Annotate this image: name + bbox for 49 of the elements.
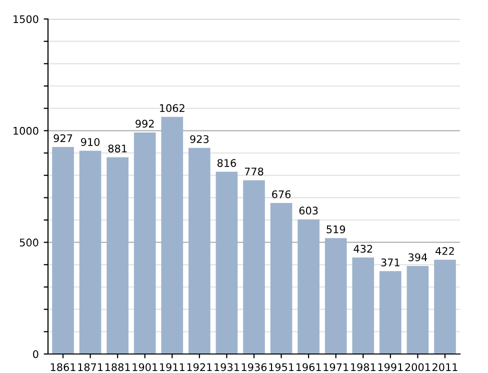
y-tick-label: 0: [33, 350, 38, 358]
x-tick-label: 1981: [351, 363, 376, 372]
bar: [243, 180, 265, 354]
bar: [298, 219, 320, 354]
x-tick-label: 1961: [296, 363, 321, 372]
bar: [52, 146, 74, 354]
x-tick-label: 1931: [214, 363, 240, 372]
y-tick-label: 500: [20, 238, 38, 246]
x-tick-label: 1991: [378, 363, 403, 372]
data-label: 910: [81, 138, 100, 146]
data-label: 816: [217, 159, 236, 167]
data-label: 676: [272, 190, 291, 198]
x-tick-label: 1861: [50, 363, 76, 372]
x-tick-label: 1921: [187, 363, 212, 372]
data-label: 603: [299, 206, 318, 215]
bar: [434, 260, 456, 354]
bar: [134, 132, 156, 354]
x-tick-label: 2011: [432, 363, 458, 372]
bar: [216, 172, 238, 354]
bar: [406, 266, 429, 354]
data-label: 432: [354, 244, 372, 253]
bar: [161, 116, 184, 354]
bar: [352, 258, 374, 354]
x-tick-label: 1871: [78, 363, 103, 372]
data-label: 992: [136, 120, 154, 128]
data-label: 519: [326, 225, 346, 234]
x-tick-label: 2001: [405, 363, 430, 372]
bar: [270, 203, 292, 354]
data-label: 881: [108, 144, 127, 152]
data-label: 923: [190, 135, 209, 144]
bar: [106, 157, 128, 354]
x-tick-label: 1951: [269, 363, 294, 372]
data-label: 422: [436, 247, 454, 255]
x-tick-label: 1971: [324, 363, 348, 372]
data-label: 778: [244, 168, 264, 176]
bar: [380, 271, 402, 354]
x-tick-label: 1911: [160, 363, 184, 372]
data-label: 394: [408, 253, 428, 262]
x-tick-label: 1901: [132, 363, 158, 372]
data-label: 1062: [160, 104, 184, 112]
x-tick-label: 1881: [105, 363, 130, 372]
bar: [324, 238, 347, 354]
y-tick-label: 1500: [14, 15, 38, 24]
bar: [188, 148, 210, 354]
x-tick-label: 1936: [242, 363, 267, 372]
y-tick-label: 1000: [14, 126, 38, 135]
bar: [79, 150, 102, 354]
data-label: 927: [54, 134, 72, 142]
data-label: 371: [381, 258, 400, 266]
